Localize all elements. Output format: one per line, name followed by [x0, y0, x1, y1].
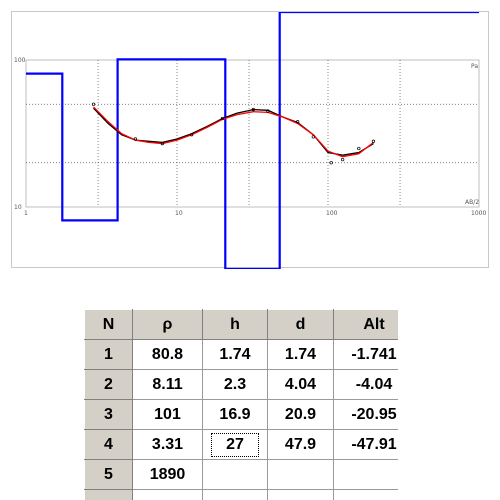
depth-cell[interactable]	[267, 489, 334, 500]
resistivity-cell[interactable]: 1890	[132, 459, 203, 490]
depth-cell[interactable]: 4.04	[267, 369, 334, 400]
table-row: 3 101 16.9 20.9 -20.95	[84, 399, 398, 430]
data-point	[266, 109, 270, 113]
altitude-cell[interactable]: -47.91	[333, 429, 398, 460]
thickness-cell[interactable]: 2.3	[202, 369, 268, 400]
table-row: 4 3.31 27 47.9 -47.91	[84, 429, 398, 460]
altitude-cell[interactable]: -4.04	[333, 369, 398, 400]
data-point	[371, 139, 376, 143]
data-point	[133, 137, 138, 141]
resistivity-cell[interactable]: 80.8	[132, 339, 203, 370]
thickness-cell[interactable]: 16.9	[202, 399, 268, 430]
x-axis-label: AB/2	[465, 199, 479, 206]
column-header-resistivity[interactable]: ρ	[132, 309, 203, 340]
data-point	[311, 135, 316, 139]
column-header-altitude[interactable]: Alt	[333, 309, 398, 340]
altitude-cell[interactable]	[333, 489, 398, 500]
x-tick-label: 100	[326, 210, 338, 217]
resistivity-cell[interactable]: 101	[132, 399, 203, 430]
data-point	[357, 146, 361, 151]
row-number[interactable]: 5	[84, 459, 133, 490]
thickness-cell[interactable]	[202, 459, 268, 490]
table-row: 5 1890	[84, 459, 398, 490]
row-number[interactable]: 2	[84, 369, 133, 400]
data-point	[296, 120, 300, 124]
depth-cell[interactable]: 20.9	[267, 399, 334, 430]
table-row	[84, 489, 398, 500]
column-header-depth[interactable]: d	[267, 309, 334, 340]
row-number[interactable]: 4	[84, 429, 133, 460]
x-tick-label: 10	[175, 210, 183, 217]
resistivity-cell[interactable]: 3.31	[132, 429, 203, 460]
table-row: 1 80.8 1.74 1.74 -1.741	[84, 339, 398, 370]
column-header-n[interactable]: N	[84, 309, 133, 340]
depth-cell[interactable]: 1.74	[267, 339, 334, 370]
focus-rectangle: 27	[211, 432, 259, 457]
column-header-thickness[interactable]: h	[202, 309, 268, 340]
y-tick-label: 10	[14, 204, 22, 211]
x-tick-label: 1000	[471, 210, 486, 217]
plot-frame	[25, 59, 480, 208]
thickness-cell[interactable]: 1.74	[202, 339, 268, 370]
row-number[interactable]: 3	[84, 399, 133, 430]
x-tick-label: 1	[24, 210, 28, 217]
table-row: 2 8.11 2.3 4.04 -4.04	[84, 369, 398, 400]
y-tick-label: 100	[14, 57, 26, 64]
fitted-curve-line	[93, 106, 374, 158]
layer-model-step-line	[26, 12, 479, 269]
data-point	[91, 102, 96, 106]
altitude-cell[interactable]	[333, 459, 398, 490]
data-point	[189, 133, 194, 137]
header-row: N ρ h d Alt	[84, 309, 398, 340]
data-point	[160, 141, 165, 146]
layer-model-table[interactable]: N ρ h d Alt 1 80.8 1.74 1.74 -1.741 2 8.…	[84, 309, 398, 500]
row-number[interactable]: 1	[84, 339, 133, 370]
thickness-cell[interactable]	[202, 489, 268, 500]
resistivity-cell[interactable]	[132, 489, 203, 500]
y-axis-label: Pa	[471, 63, 478, 70]
data-point	[251, 107, 255, 112]
resistivity-cell[interactable]: 8.11	[132, 369, 203, 400]
depth-cell[interactable]: 47.9	[267, 429, 334, 460]
data-point	[340, 157, 345, 162]
sounding-curve-chart: 1 10 100 1000 10 100 AB/2 Pa	[11, 11, 489, 269]
depth-cell[interactable]	[267, 459, 334, 490]
data-point	[220, 116, 225, 121]
altitude-cell[interactable]: -20.95	[333, 399, 398, 430]
row-number[interactable]	[84, 489, 133, 500]
layer-model-grid[interactable]: N ρ h d Alt 1 80.8 1.74 1.74 -1.741 2 8.…	[84, 309, 398, 500]
data-point	[329, 161, 333, 165]
thickness-cell-focused[interactable]: 27	[202, 429, 268, 460]
altitude-cell[interactable]: -1.741	[333, 339, 398, 370]
